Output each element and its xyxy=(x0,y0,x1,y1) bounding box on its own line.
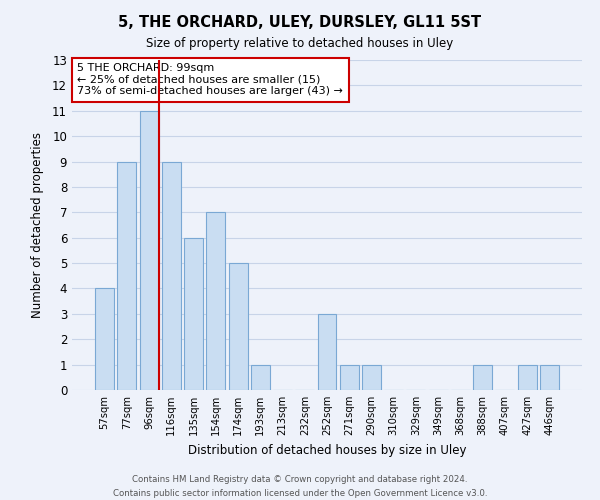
Bar xyxy=(95,288,114,390)
X-axis label: Distribution of detached houses by size in Uley: Distribution of detached houses by size … xyxy=(188,444,466,456)
Bar xyxy=(473,364,492,390)
Text: 5, THE ORCHARD, ULEY, DURSLEY, GL11 5ST: 5, THE ORCHARD, ULEY, DURSLEY, GL11 5ST xyxy=(118,15,482,30)
Bar xyxy=(162,162,181,390)
Bar xyxy=(184,238,203,390)
Text: Contains HM Land Registry data © Crown copyright and database right 2024.
Contai: Contains HM Land Registry data © Crown c… xyxy=(113,476,487,498)
Bar xyxy=(540,364,559,390)
Bar xyxy=(118,162,136,390)
Bar xyxy=(251,364,270,390)
Bar xyxy=(229,263,248,390)
Bar xyxy=(362,364,381,390)
Text: 5 THE ORCHARD: 99sqm
← 25% of detached houses are smaller (15)
73% of semi-detac: 5 THE ORCHARD: 99sqm ← 25% of detached h… xyxy=(77,64,343,96)
Bar xyxy=(317,314,337,390)
Bar xyxy=(206,212,225,390)
Y-axis label: Number of detached properties: Number of detached properties xyxy=(31,132,44,318)
Bar xyxy=(140,111,158,390)
Text: Size of property relative to detached houses in Uley: Size of property relative to detached ho… xyxy=(146,38,454,51)
Bar xyxy=(340,364,359,390)
Bar xyxy=(518,364,536,390)
